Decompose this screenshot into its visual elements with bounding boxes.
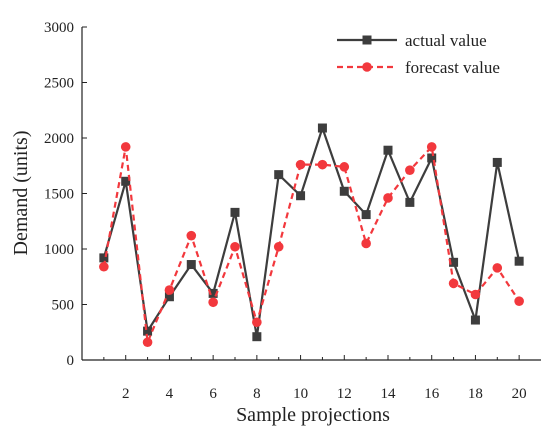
data-point xyxy=(295,159,306,170)
data-point xyxy=(208,288,218,298)
data-point xyxy=(339,186,349,196)
legend-marker xyxy=(362,35,372,45)
data-point xyxy=(99,261,109,272)
data-point xyxy=(405,197,415,207)
data-point xyxy=(427,153,437,163)
data-point xyxy=(164,285,175,295)
data-point xyxy=(470,315,480,325)
data-point xyxy=(383,145,393,155)
x-tick-label: 20 xyxy=(512,386,527,402)
y-axis-title: Demand (units) xyxy=(10,131,32,256)
data-point xyxy=(514,256,524,266)
x-tick-label: 14 xyxy=(381,386,397,402)
data-point xyxy=(143,326,153,336)
data-point xyxy=(208,297,218,308)
data-point xyxy=(339,162,350,172)
x-tick-label: 10 xyxy=(293,386,308,402)
data-point xyxy=(273,241,284,252)
y-tick-label: 2500 xyxy=(44,76,74,92)
data-point xyxy=(361,238,371,249)
x-tick-label: 12 xyxy=(337,386,352,402)
x-axis-title: Sample projections xyxy=(236,404,390,426)
x-tick-label: 8 xyxy=(253,386,261,402)
y-tick-label: 500 xyxy=(52,298,75,314)
x-tick-label: 18 xyxy=(468,386,483,402)
data-point xyxy=(492,157,502,167)
data-point xyxy=(252,317,262,328)
series-layer xyxy=(99,123,524,348)
data-point xyxy=(164,292,174,302)
legend-label: forecast value xyxy=(405,58,500,77)
data-point xyxy=(426,142,437,152)
data-point xyxy=(99,253,109,263)
data-point xyxy=(514,296,524,306)
data-point xyxy=(186,230,197,241)
x-tick-label: 16 xyxy=(424,386,440,402)
y-tick-label: 0 xyxy=(67,353,75,369)
y-tick-label: 3000 xyxy=(44,20,74,36)
data-point xyxy=(230,207,240,217)
x-tick-label: 6 xyxy=(209,386,217,402)
legend-item: actual value xyxy=(337,31,487,50)
series-line xyxy=(102,144,521,347)
series-actual xyxy=(99,123,524,342)
data-point xyxy=(252,332,262,342)
x-tick-label: 4 xyxy=(166,386,174,402)
data-point xyxy=(274,170,284,180)
data-point xyxy=(317,159,328,170)
data-point xyxy=(296,191,306,201)
series-line xyxy=(102,124,521,337)
data-point xyxy=(383,193,393,203)
legend-item: forecast value xyxy=(337,58,500,77)
x-tick-label: 2 xyxy=(122,386,130,402)
legend: actual value forecast value xyxy=(337,31,500,77)
y-tick-label: 2000 xyxy=(44,131,74,147)
data-point xyxy=(405,165,415,175)
series-forecast xyxy=(99,142,524,348)
data-point xyxy=(120,142,131,152)
data-point xyxy=(317,123,327,133)
data-point xyxy=(230,241,240,252)
data-point xyxy=(470,289,481,300)
data-point xyxy=(361,210,371,220)
y-tick-label: 1000 xyxy=(44,242,74,258)
y-tick-label: 1500 xyxy=(44,187,74,203)
data-point xyxy=(186,260,196,270)
data-point xyxy=(449,257,459,267)
legend-label: actual value xyxy=(405,31,487,50)
data-point xyxy=(448,278,459,289)
data-point xyxy=(142,337,153,348)
data-point xyxy=(492,263,503,273)
legend-marker xyxy=(362,62,372,72)
axis-ticks: 0 500 1000 1500 2000 2500 3000 2 4 6 8 10 12 14 16 18 20 xyxy=(44,20,527,402)
data-point xyxy=(121,176,131,186)
